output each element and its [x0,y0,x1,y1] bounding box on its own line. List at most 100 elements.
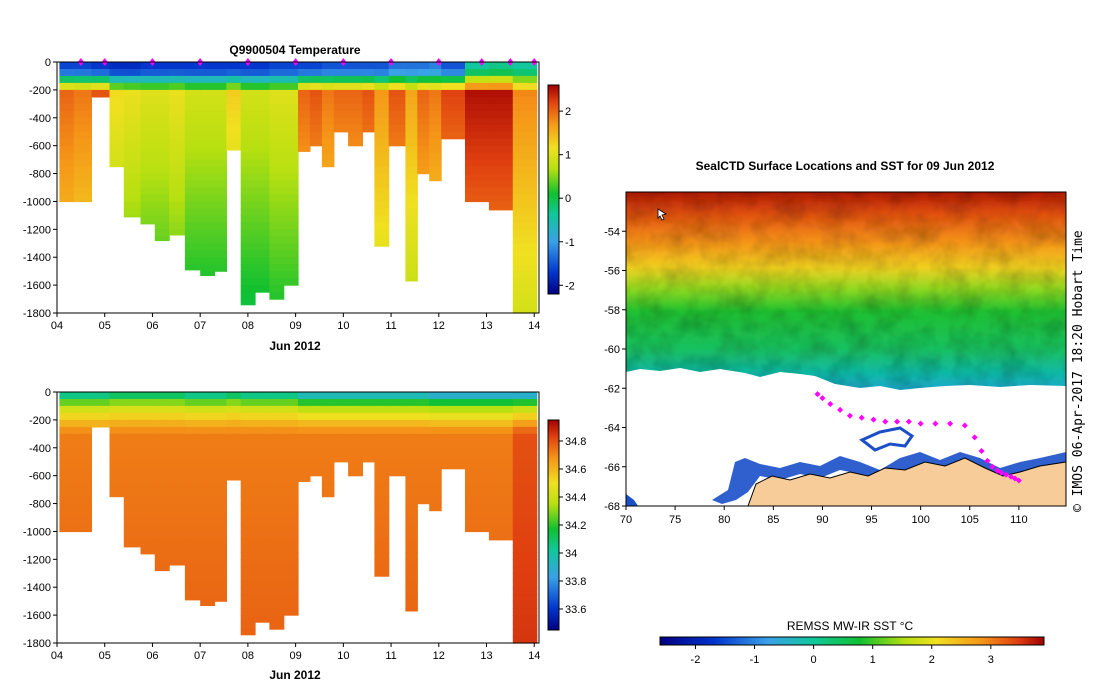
temperature-cell [214,131,227,140]
temperature-cell [321,96,335,105]
temperature-cell [73,159,92,168]
salinity-cell [405,601,418,609]
temperature-cell [140,103,156,112]
map-colorbar-tick-label: -1 [750,654,760,666]
temperature-cell [321,145,335,154]
salinity-cell [59,454,75,463]
temperature-cell [298,89,311,98]
salinity-cell [200,482,216,491]
salinity-cell [123,496,142,505]
lat-tick-label: -64 [604,423,620,435]
temperature-cell [348,117,363,126]
salinity-cell [123,510,142,519]
salinity-cell [488,510,514,519]
salinity-cell [374,545,390,553]
salinity-cell [512,594,538,602]
temperature-cell [140,187,156,196]
salinity-cell [140,545,156,553]
temperature-cell [154,117,170,126]
salinity-cell [283,524,299,533]
temperature-cell [321,124,335,133]
salinity-cell [226,419,242,428]
temperature-cell [123,131,142,140]
temperature-cell [417,69,430,77]
temperature-cell [200,257,216,265]
temperature-cell [123,208,142,216]
salinity-cell [512,524,538,533]
temperature-cell [417,82,430,91]
salinity-cell [405,580,418,588]
salinity-cell [184,412,201,421]
temperature-cell [214,103,227,112]
temperature-cell [374,110,390,119]
temperature-cell [140,159,156,168]
temperature-cell [255,208,270,216]
y-tick-label: -200 [29,415,51,427]
temperature-cell [73,166,92,175]
temperature-cell [240,131,256,140]
salinity-cell [269,489,285,498]
temperature-cell [269,75,285,84]
track-point [978,448,985,455]
salinity-cell [154,566,170,572]
salinity-cell [169,482,186,491]
temperature-cell [184,117,201,126]
salinity-cell [405,412,418,421]
salinity-cell [309,433,323,442]
temperature-cell [184,96,201,105]
salinity-cell [298,468,311,477]
salinity-cell [59,517,75,526]
x-tick-label: 04 [51,320,63,332]
salinity-cell [269,447,285,456]
salinity-cell [333,419,349,428]
salinity-cell [214,545,227,553]
temperature-cell [200,124,216,133]
temperature-cell [214,89,227,98]
track-point [894,418,901,425]
x-tick-label: 09 [289,650,301,662]
temperature-cell [333,89,349,98]
salinity-cell [269,545,285,553]
x-tick-label: 11 [385,320,396,332]
temperature-cell [283,173,299,182]
temperature-cell [91,69,111,77]
salinity-cell [169,405,186,414]
temperature-cell [59,89,75,98]
salinity-cell [169,392,186,400]
temperature-cell [123,180,142,189]
salinity-cell [184,447,201,456]
salinity-cell [405,433,418,442]
salinity-cell [154,524,170,533]
salinity-cell [140,405,156,414]
salinity-cell [200,475,216,484]
temperature-cell [154,194,170,203]
track-point [882,418,889,425]
x-tick-label: 12 [433,650,445,662]
temperature-cell [388,82,406,91]
temperature-xlabel: Jun 2012 [269,339,321,353]
temperature-cell [123,159,142,168]
temperature-cell [200,159,216,168]
salinity-cell [405,440,418,449]
salinity-cell [374,510,390,519]
salinity-cell [512,440,538,449]
salinity-cell [283,496,299,505]
salinity-cell [255,524,270,533]
temperature-cell [269,117,285,126]
salinity-cell [348,405,363,414]
temperature-cell [283,159,299,168]
temperature-cell [184,152,201,161]
salinity-cell [283,552,299,560]
salinity-cell [184,440,201,449]
salinity-cell [512,552,538,560]
salinity-cell [255,412,270,421]
temperature-cell [298,103,311,112]
temperature-cell [200,215,216,223]
y-tick-label: -1800 [23,638,51,650]
temperature-cell [200,103,216,112]
track-point [961,422,968,429]
salinity-cell [123,433,142,442]
salinity-cell [226,454,242,463]
temperature-cell [417,166,430,175]
